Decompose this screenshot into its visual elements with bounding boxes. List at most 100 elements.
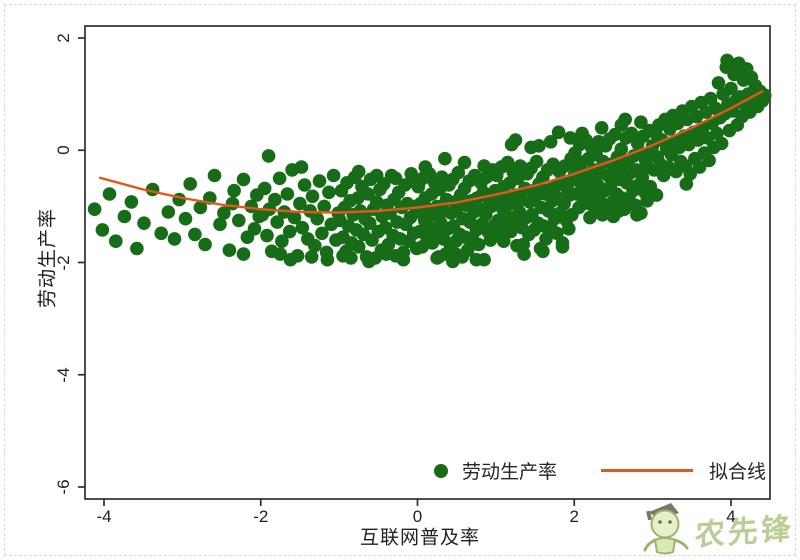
scatter-point [320, 252, 335, 267]
scatter-point [477, 159, 491, 173]
scatter-point [539, 232, 553, 246]
scatter-point [543, 135, 558, 149]
scatter-point [711, 76, 726, 90]
scatter-point [418, 160, 433, 174]
scatter-point [188, 227, 202, 242]
scatter-point [555, 240, 570, 254]
scatter-point [563, 131, 578, 145]
scatter-point [247, 222, 262, 236]
scatter-point [260, 228, 274, 243]
fit-line [98, 90, 764, 214]
scatter-point [287, 210, 302, 225]
x-tick-label: 4 [726, 507, 736, 526]
scatter-point [137, 216, 151, 230]
y-tick-label: 2 [54, 33, 73, 43]
scatter-point [496, 234, 511, 248]
scatter-point [261, 149, 276, 163]
scatter-point [483, 233, 498, 247]
scatter-point [183, 177, 197, 191]
scatter-point [172, 192, 186, 207]
scatter-point [322, 185, 336, 200]
scatter-point [310, 211, 325, 226]
scatter-point [451, 165, 466, 180]
scatter-point [198, 237, 212, 252]
scatter-point [297, 178, 312, 192]
scatter-point [624, 126, 639, 141]
legend-scatter-label: 劳动生产率 [461, 462, 557, 483]
scatter-point [516, 237, 531, 252]
scatter-point [305, 189, 320, 204]
scatter-point [225, 196, 240, 211]
scatter-point [630, 208, 644, 222]
scatter-point [217, 206, 231, 220]
scatter-point [222, 243, 237, 257]
x-tick-label: 2 [569, 507, 579, 526]
scatter-point [508, 133, 523, 147]
scatter-point [446, 254, 460, 269]
scatter-point [583, 210, 597, 225]
scatter-point [469, 252, 484, 267]
scatter-point [736, 66, 750, 80]
scatter-point [471, 237, 486, 252]
x-tick-label: -4 [96, 507, 112, 526]
scatter-point [536, 244, 550, 259]
scatter-point [396, 252, 411, 267]
scatter-point [634, 115, 648, 129]
scatter-point [532, 139, 546, 153]
scatter-point [308, 238, 322, 253]
scatter-point [594, 121, 609, 135]
scatter-point [294, 160, 309, 174]
scatter-point [236, 172, 251, 187]
scatter-point [614, 142, 629, 156]
scatter-point [102, 187, 117, 201]
legend-fit-line-marker-icon [600, 469, 693, 472]
scatter-point [724, 81, 738, 96]
scatter-point [529, 154, 544, 169]
scatter-point [317, 199, 332, 214]
scatter-point [702, 153, 716, 168]
scatter-point [117, 209, 132, 224]
scatter-point [275, 234, 289, 248]
scatter-point [430, 251, 444, 265]
scatter-point [692, 160, 707, 174]
y-tick-label: -6 [54, 479, 73, 495]
scatter-point [257, 181, 272, 196]
scatter-point [236, 247, 251, 261]
scatter-point [270, 215, 285, 229]
scatter-point [295, 220, 310, 235]
legend: 劳动生产率 拟合线 [433, 457, 766, 484]
scatter-point [710, 126, 724, 141]
scatter-point [280, 187, 295, 201]
scatter-point [213, 217, 227, 232]
scatter-point [293, 196, 307, 211]
y-tick-label: -4 [54, 367, 73, 383]
legend-fit-line-label: 拟合线 [708, 462, 766, 483]
x-tick-label: -2 [253, 507, 269, 526]
scatter-point [757, 88, 772, 102]
scatter-point [649, 188, 664, 202]
scatter-point [167, 232, 182, 246]
scatter-point [154, 226, 168, 241]
scatter-point [227, 183, 241, 198]
scatter-point [109, 234, 123, 248]
scatter-point [714, 136, 729, 151]
scatter-point [362, 216, 377, 230]
scatter-point [361, 187, 375, 201]
scatter-point [438, 151, 452, 166]
legend-scatter-marker-icon [433, 463, 448, 478]
scatter-point [178, 211, 193, 226]
scatter-point [562, 222, 576, 236]
scatter-point [457, 155, 472, 170]
scatter-point [87, 202, 102, 216]
scatter-point [315, 226, 329, 241]
scatter-point [369, 168, 384, 183]
scatter-point [130, 241, 144, 256]
scatter-point [312, 174, 327, 188]
scatter-point [336, 249, 350, 263]
scatter-point [232, 213, 246, 228]
scatter-point [268, 192, 282, 207]
scatter-point [551, 125, 566, 140]
scatter-point [124, 195, 139, 209]
